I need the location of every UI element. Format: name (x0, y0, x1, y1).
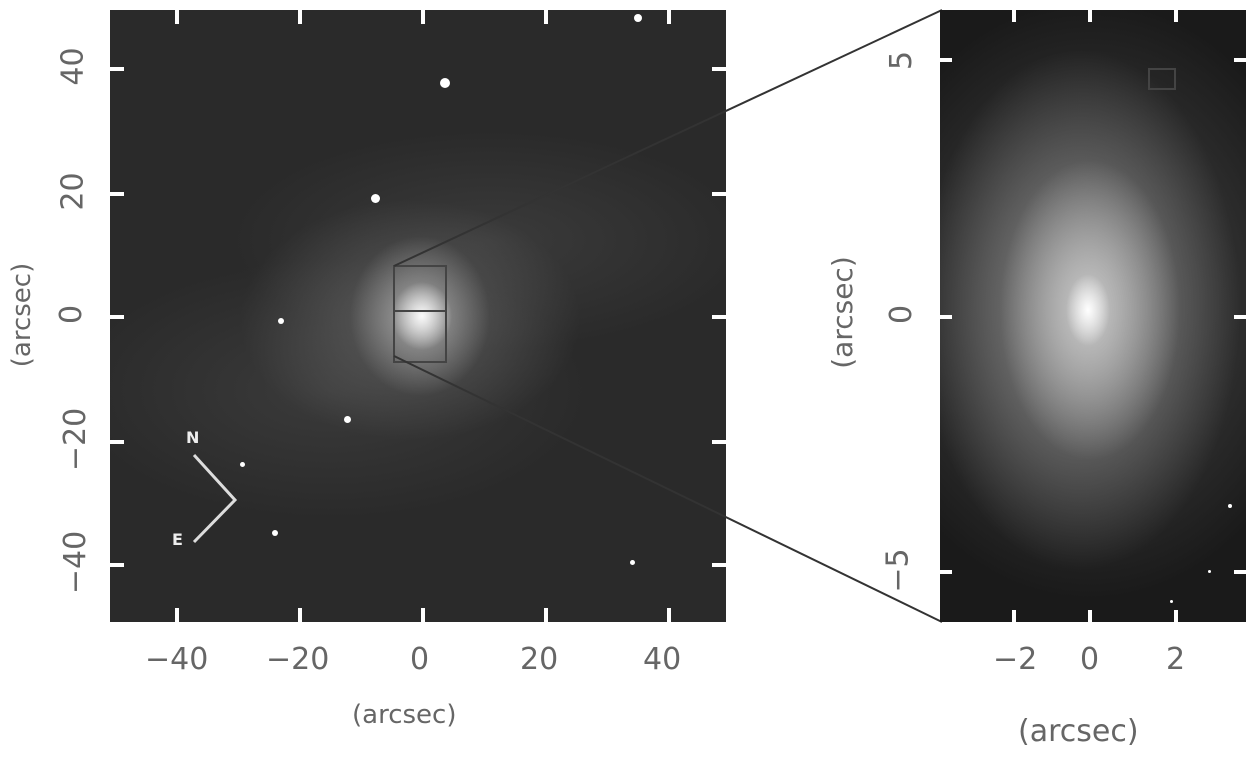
tick-mark (298, 10, 302, 24)
tick-mark (712, 192, 726, 196)
tick-mark (1088, 10, 1092, 22)
star (1228, 504, 1232, 508)
y-tick-label: 0 (54, 304, 90, 325)
tick-mark (940, 58, 952, 62)
y-tick-label: −5 (880, 548, 916, 593)
galaxy-nucleus-zoom-image (940, 10, 1246, 622)
tick-mark (421, 608, 425, 622)
star (240, 462, 245, 467)
tick-mark (175, 10, 179, 24)
star (344, 416, 351, 423)
tick-mark (1012, 10, 1016, 22)
x-axis-label: (arcsec) (1018, 714, 1139, 749)
tick-mark (1174, 610, 1178, 622)
x-tick-label: 2 (1166, 642, 1186, 677)
y-axis-label: (arcsec) (825, 256, 859, 369)
star (630, 560, 635, 565)
y-axis-label: (arcsec) (7, 262, 38, 368)
tick-mark (1234, 570, 1246, 574)
tick-mark (667, 608, 671, 622)
compass-east-label: E (172, 530, 183, 549)
tick-mark (1012, 610, 1016, 622)
tick-mark (175, 608, 179, 622)
tick-mark (712, 563, 726, 567)
star (1208, 570, 1211, 573)
zoom-region-box-divider (393, 310, 445, 312)
zoom-label-box (1148, 68, 1176, 90)
tick-mark (110, 563, 124, 567)
tick-mark (1234, 315, 1246, 319)
star (272, 530, 278, 536)
x-axis-label: (arcsec) (352, 700, 457, 730)
galaxy-wide-field-image: N E (110, 10, 726, 622)
tick-mark (544, 10, 548, 24)
x-tick-label: 20 (520, 642, 559, 677)
tick-mark (110, 315, 124, 319)
tick-mark (110, 67, 124, 71)
tick-mark (940, 315, 952, 319)
tick-mark (940, 570, 952, 574)
star (278, 318, 284, 324)
x-tick-label: −40 (145, 642, 209, 677)
tick-mark (712, 67, 726, 71)
y-tick-label: 40 (55, 47, 91, 86)
compass-north-label: N (186, 428, 200, 447)
tick-mark (667, 10, 671, 24)
star (634, 14, 642, 22)
zoom-region-box (393, 265, 447, 363)
x-tick-label: 40 (643, 642, 682, 677)
tick-mark (1088, 610, 1092, 622)
tick-mark (544, 608, 548, 622)
y-tick-label: −40 (58, 530, 94, 595)
tick-mark (110, 192, 124, 196)
tick-mark (1174, 10, 1178, 22)
y-tick-label: −20 (58, 407, 94, 472)
x-tick-label: 0 (410, 642, 430, 677)
tick-mark (712, 315, 726, 319)
x-tick-label: −2 (993, 642, 1038, 677)
tick-mark (712, 440, 726, 444)
tick-mark (110, 440, 124, 444)
compass-arrows (192, 453, 238, 544)
y-tick-label: 0 (884, 304, 920, 325)
x-tick-label: 0 (1080, 642, 1100, 677)
y-tick-label: 5 (884, 50, 920, 71)
star (371, 194, 380, 203)
tick-mark (298, 608, 302, 622)
star (440, 78, 450, 88)
x-tick-label: −20 (266, 642, 330, 677)
star (1170, 600, 1173, 603)
tick-mark (1234, 58, 1246, 62)
y-tick-label: 20 (55, 172, 91, 211)
tick-mark (421, 10, 425, 24)
